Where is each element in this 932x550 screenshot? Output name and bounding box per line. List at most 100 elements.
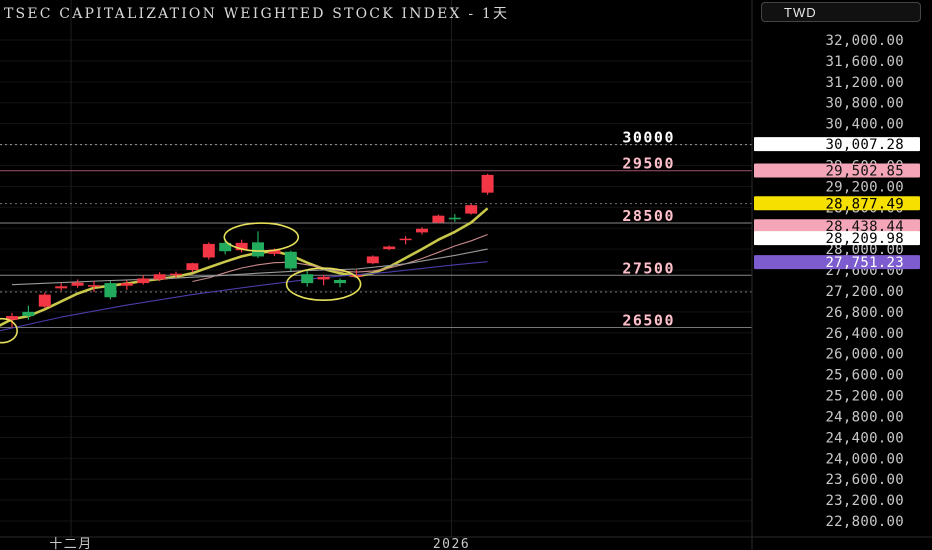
candle-body xyxy=(432,215,445,223)
moving-average-1 xyxy=(0,207,489,327)
candle-body xyxy=(153,274,166,280)
price-tick-label: 31,600.00 xyxy=(825,54,904,70)
candle-body xyxy=(170,273,182,276)
time-tick-label: 十二月 xyxy=(49,537,93,550)
key-level-label: 27500 xyxy=(622,259,675,277)
price-tag-bg xyxy=(754,219,920,234)
candle xyxy=(252,231,264,259)
price-tick-label: 23,600.00 xyxy=(825,472,904,488)
candle xyxy=(88,281,100,293)
price-tick-label: 25,200.00 xyxy=(825,389,904,405)
candle-body xyxy=(334,279,346,284)
moving-average-lines xyxy=(0,207,489,332)
price-tag-label: 30,007.28 xyxy=(825,137,904,153)
candle-body xyxy=(284,251,297,269)
price-tick-label: 30,400.00 xyxy=(825,117,904,133)
candle xyxy=(465,204,478,215)
price-tick-label: 29,200.00 xyxy=(825,179,904,195)
price-tags: 30,007.2829,502.8528,877.4928,438.4428,2… xyxy=(754,137,920,271)
candle-body xyxy=(186,263,199,271)
candle-body xyxy=(317,276,330,280)
candle xyxy=(153,272,166,282)
moving-average-4 xyxy=(0,261,488,332)
price-tag-label: 27,751.23 xyxy=(825,255,904,271)
candle xyxy=(416,227,428,235)
candle xyxy=(448,214,461,222)
candle-body xyxy=(38,294,51,307)
candle xyxy=(399,236,412,245)
price-tick-label: 26,000.00 xyxy=(825,347,904,363)
candle xyxy=(366,255,379,265)
price-tick-label: 31,200.00 xyxy=(825,75,904,91)
price-tag-bg xyxy=(754,163,920,178)
candle-body xyxy=(416,228,428,233)
candle-body xyxy=(137,278,150,284)
candle-body xyxy=(88,285,100,287)
price-tick-label: 24,000.00 xyxy=(825,451,904,467)
price-tag-bg xyxy=(754,231,920,246)
price-tick-label: 25,600.00 xyxy=(825,368,904,384)
candle-body xyxy=(71,282,84,286)
price-tag-label: 29,502.85 xyxy=(825,164,904,180)
candle xyxy=(71,279,84,288)
candle xyxy=(55,283,68,291)
candlestick-series[interactable] xyxy=(6,173,494,328)
price-tag: 28,877.49 xyxy=(754,196,920,212)
price-tag: 27,751.23 xyxy=(754,255,920,271)
candle xyxy=(170,271,182,278)
candle-body xyxy=(120,283,133,286)
candle xyxy=(120,280,133,290)
candle-body xyxy=(448,217,461,220)
price-axis[interactable]: 32,000.00 31,600.00 31,200.00 30,800.00 30,4… xyxy=(751,0,904,550)
currency-button[interactable]: TWD xyxy=(761,2,921,22)
moving-average-2 xyxy=(192,233,488,283)
price-tag: 30,007.28 xyxy=(754,137,920,153)
candle xyxy=(235,239,248,253)
candle xyxy=(334,278,346,288)
price-tag-label: 28,209.98 xyxy=(825,231,904,247)
symbol-title: TSEC CAPITALIZATION WEIGHTED STOCK INDEX… xyxy=(4,6,510,22)
candle-body xyxy=(383,246,396,250)
candle-body xyxy=(301,274,314,284)
candle xyxy=(137,275,150,285)
candle xyxy=(383,245,396,251)
price-tag: 29,502.85 xyxy=(754,163,920,180)
price-tag: 28,209.98 xyxy=(754,231,920,247)
price-tick-label: 23,200.00 xyxy=(825,493,904,509)
time-axis[interactable]: 十二月 2026 xyxy=(0,536,932,550)
candle xyxy=(104,281,117,300)
candle-body xyxy=(481,174,494,193)
candle-body xyxy=(104,283,117,298)
candle-body xyxy=(252,242,264,257)
key-level-label: 29500 xyxy=(622,155,675,173)
candle xyxy=(186,262,199,273)
key-level-label: 30000 xyxy=(622,129,675,147)
candle-body xyxy=(22,311,35,317)
candle-body xyxy=(219,242,232,252)
candle xyxy=(284,250,297,272)
candle xyxy=(317,274,330,286)
candle xyxy=(6,312,18,328)
price-tag-label: 28,877.49 xyxy=(825,196,904,212)
candle-body xyxy=(465,205,478,214)
price-tag-bg xyxy=(754,255,920,270)
price-tick-label: 24,400.00 xyxy=(825,430,904,446)
key-level-lines xyxy=(0,144,752,329)
price-tick-label: 26,400.00 xyxy=(825,326,904,342)
key-level-label: 28500 xyxy=(622,207,675,225)
price-tick-label: 30,800.00 xyxy=(825,96,904,112)
candle-body xyxy=(55,286,68,289)
price-tick-label: 32,000.00 xyxy=(825,33,904,49)
annotation-ellipses xyxy=(0,222,362,344)
candle xyxy=(432,214,445,224)
candle xyxy=(22,305,35,320)
price-tick-label: 27,200.00 xyxy=(825,284,904,300)
price-tick-label: 24,800.00 xyxy=(825,409,904,425)
price-tick-label: 22,800.00 xyxy=(825,514,904,530)
candle-body xyxy=(268,249,281,254)
candle-body xyxy=(366,256,379,264)
price-tag-bg xyxy=(754,196,920,211)
key-level-labels: 30000 29500 28500 27500 26500 xyxy=(622,129,675,330)
candle-body xyxy=(235,242,248,251)
